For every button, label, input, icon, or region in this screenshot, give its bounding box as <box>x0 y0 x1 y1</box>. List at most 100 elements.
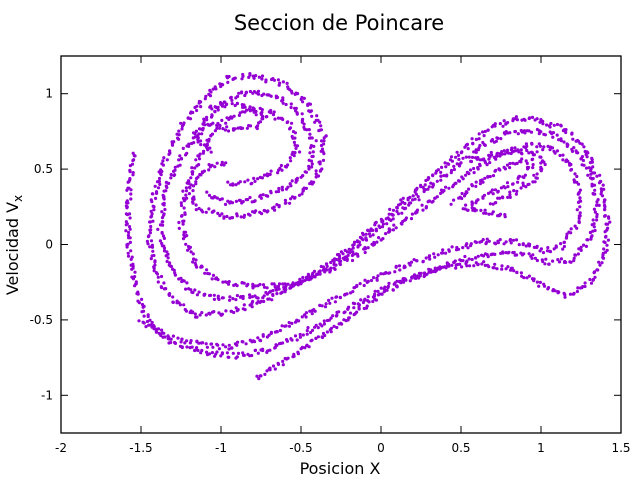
x-tick-label: -2 <box>55 441 67 455</box>
data-point <box>562 140 566 144</box>
data-point <box>595 218 599 222</box>
data-point <box>148 220 152 224</box>
data-point <box>168 292 172 296</box>
data-point <box>149 323 153 327</box>
data-point <box>429 181 433 185</box>
data-point <box>150 320 154 325</box>
data-point <box>258 175 262 179</box>
data-point <box>271 364 276 368</box>
data-point <box>228 183 233 187</box>
data-point <box>456 262 460 267</box>
data-point <box>600 189 604 193</box>
data-point <box>572 291 576 295</box>
data-point <box>593 270 597 274</box>
data-point <box>474 148 478 152</box>
data-point <box>195 293 199 297</box>
data-point <box>229 95 233 99</box>
data-point <box>422 189 426 194</box>
data-point <box>258 374 262 378</box>
data-point <box>493 124 497 128</box>
data-point <box>169 340 173 345</box>
data-point <box>285 120 289 125</box>
data-point <box>126 201 130 205</box>
data-point <box>251 106 255 110</box>
data-point <box>527 274 532 278</box>
data-point <box>156 227 160 231</box>
data-point <box>227 343 231 347</box>
data-point <box>210 107 214 111</box>
data-point <box>156 275 160 279</box>
data-point <box>527 182 531 186</box>
data-point <box>318 303 322 307</box>
data-point <box>242 353 246 357</box>
data-point <box>535 280 540 284</box>
data-point <box>504 122 508 126</box>
data-point <box>300 112 304 116</box>
data-point <box>202 117 206 121</box>
data-point <box>564 236 569 240</box>
data-point <box>155 180 160 184</box>
data-point <box>188 117 193 121</box>
data-point <box>345 250 349 254</box>
data-point <box>375 240 379 244</box>
data-point <box>232 283 236 287</box>
data-point <box>530 158 534 162</box>
data-point <box>189 176 193 180</box>
data-point <box>427 185 431 189</box>
data-point <box>573 253 578 257</box>
data-point <box>223 280 228 284</box>
data-point <box>316 335 320 339</box>
data-point <box>411 194 415 198</box>
data-point <box>166 256 170 260</box>
data-point <box>193 312 197 316</box>
data-point <box>324 262 329 266</box>
data-point <box>502 242 506 246</box>
data-point <box>281 363 285 367</box>
data-point <box>467 172 471 176</box>
data-point <box>319 143 324 148</box>
data-point <box>295 144 300 148</box>
data-point <box>309 109 313 113</box>
data-point <box>248 195 252 200</box>
data-point <box>352 242 356 247</box>
data-point <box>495 154 499 158</box>
data-point <box>282 285 286 289</box>
data-point <box>577 190 581 195</box>
data-point <box>125 188 129 192</box>
data-point <box>321 158 326 162</box>
data-point <box>159 168 163 172</box>
data-point <box>151 249 155 253</box>
data-point <box>242 303 246 307</box>
data-point <box>598 263 602 267</box>
data-point <box>289 159 293 163</box>
data-point <box>245 126 249 130</box>
data-point <box>221 280 225 284</box>
data-point <box>237 198 241 202</box>
data-point <box>348 311 353 315</box>
data-point <box>496 239 500 243</box>
data-point <box>134 281 138 286</box>
data-point <box>333 257 337 261</box>
data-point <box>160 220 164 224</box>
data-point <box>548 130 552 134</box>
data-point <box>481 254 486 258</box>
data-point <box>161 202 165 206</box>
data-point <box>489 150 493 155</box>
data-point <box>179 203 184 208</box>
data-point <box>379 217 383 221</box>
data-point <box>403 206 408 210</box>
data-point <box>260 108 264 112</box>
data-point <box>384 217 388 221</box>
data-point <box>454 266 458 270</box>
data-point <box>606 215 611 219</box>
data-point <box>196 348 200 352</box>
data-point <box>254 125 258 129</box>
data-point <box>501 196 505 200</box>
data-point <box>503 213 507 217</box>
data-point <box>235 294 239 298</box>
data-point <box>516 180 520 184</box>
data-point <box>236 94 240 98</box>
data-point <box>378 292 382 296</box>
data-point <box>256 296 260 300</box>
